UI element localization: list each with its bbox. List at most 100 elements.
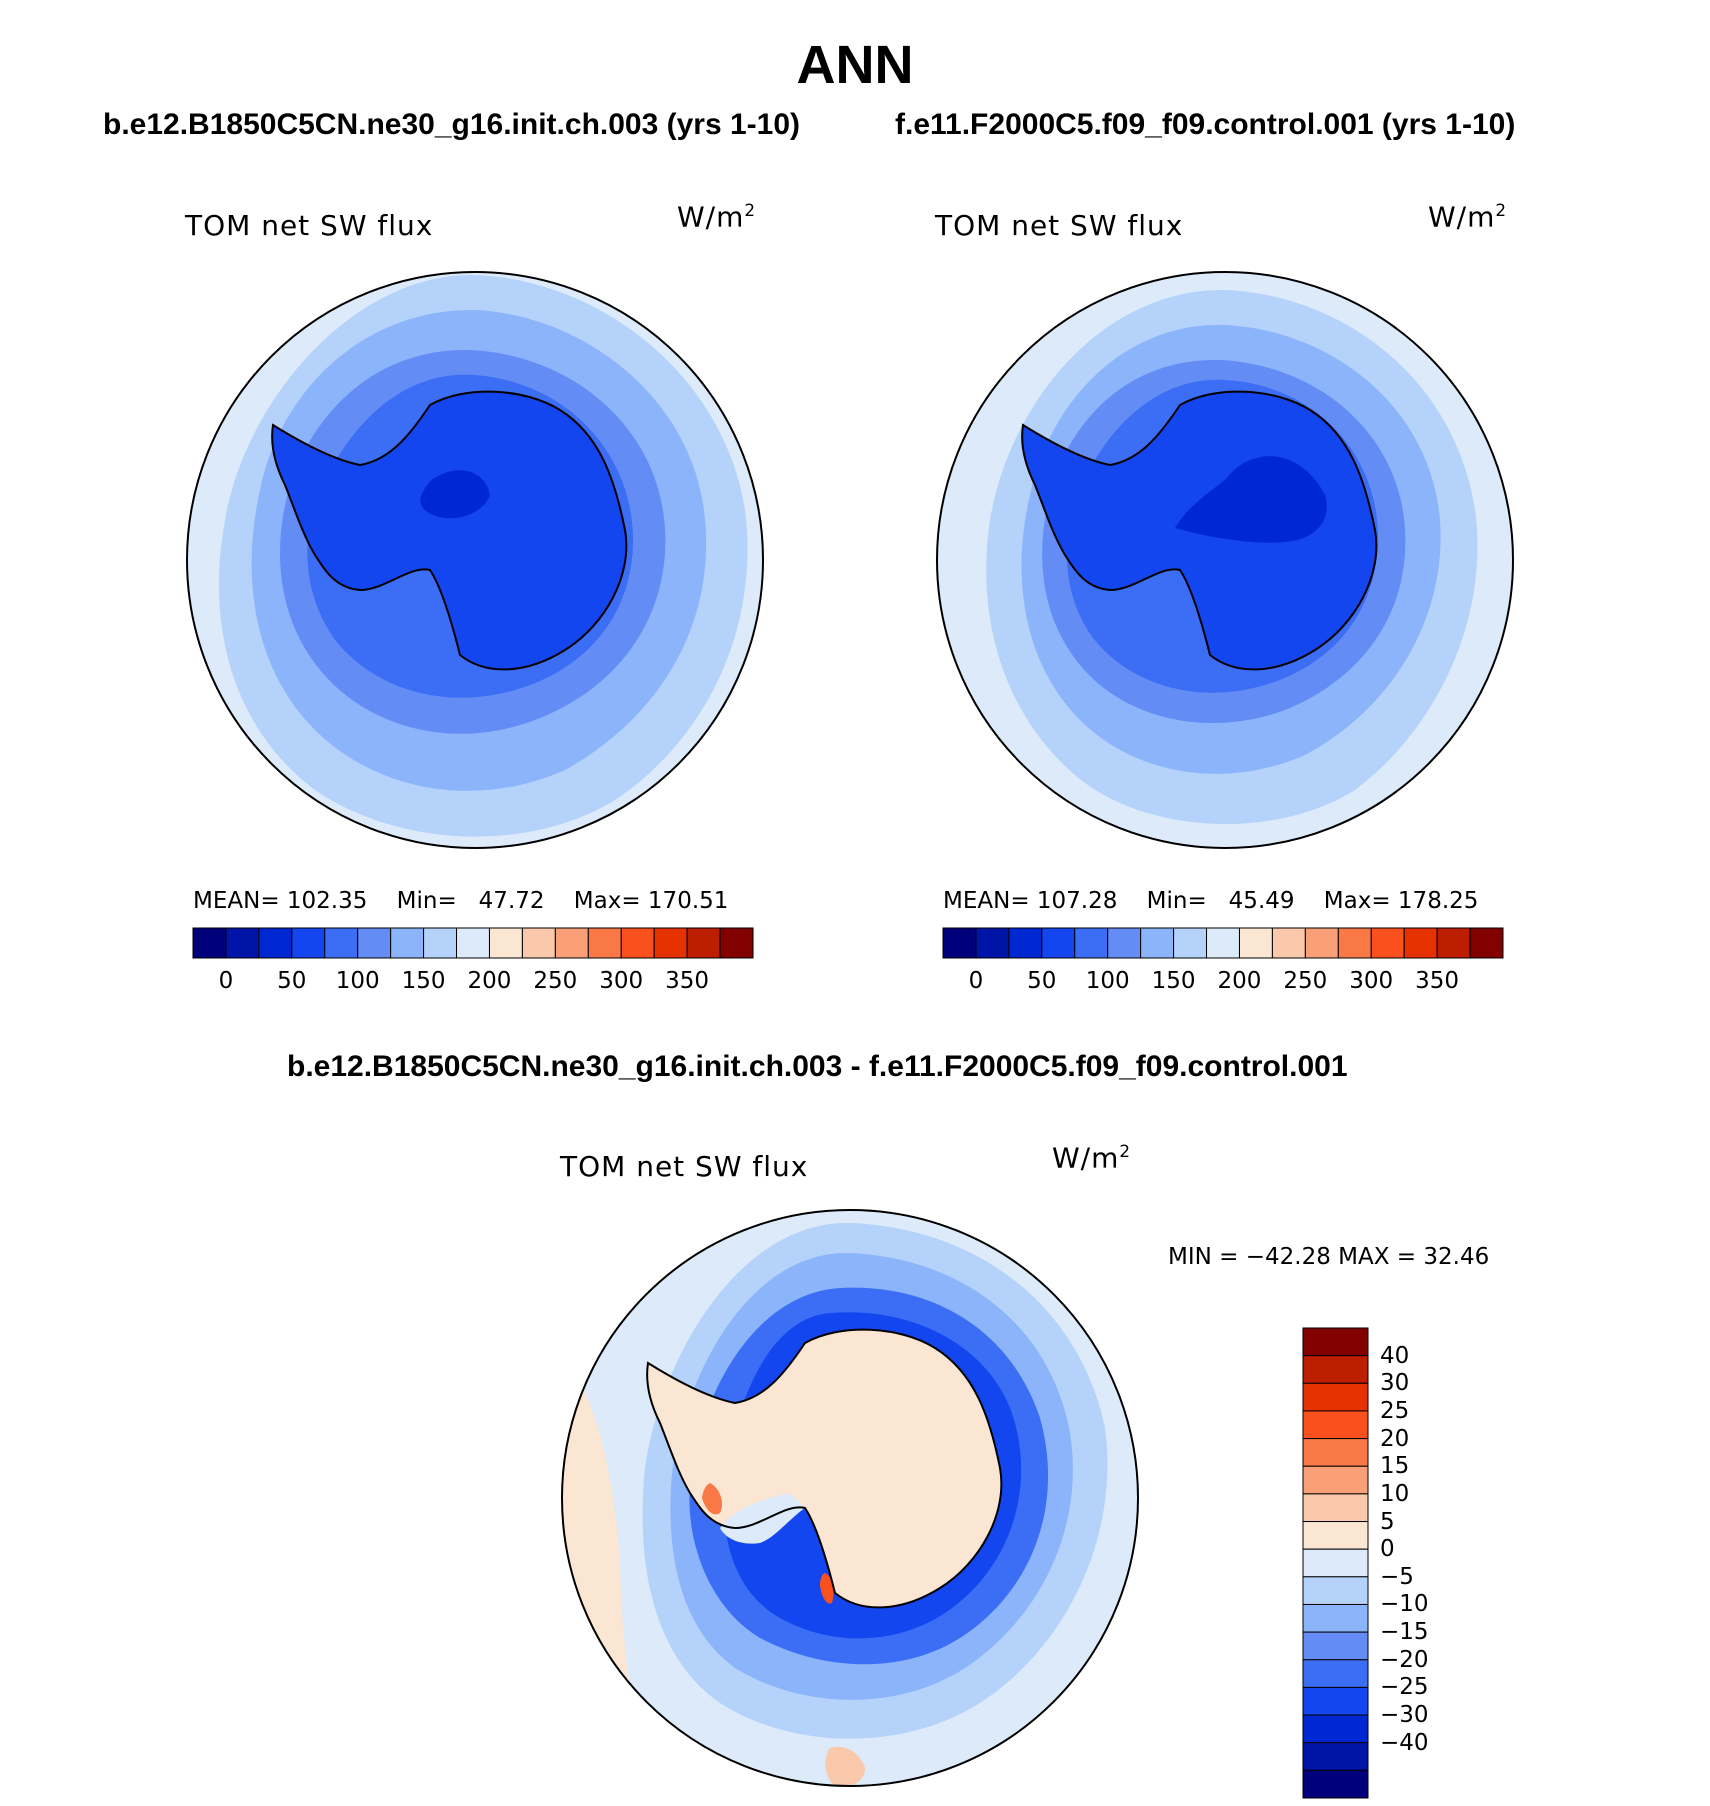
difference-peninsula-positive: [702, 1483, 722, 1515]
difference-south-positive: [825, 1746, 865, 1786]
panel-1-max: 170.51: [647, 888, 729, 914]
panel-1-interior-minimum: [420, 470, 490, 519]
colorbar-tick-label: 100: [335, 968, 380, 994]
panel-2-min: 45.49: [1228, 888, 1295, 914]
difference-units-label: W/m2: [1052, 1141, 1132, 1175]
difference-minmax: MIN = −42.28 MAX = 32.46: [1168, 1244, 1490, 1270]
colorbar-tick-label: 50: [1027, 968, 1057, 994]
panel-2-mean: 107.28: [1036, 888, 1118, 914]
colorbar-swatch: [942, 927, 977, 959]
colorbar-swatch: [1302, 1769, 1369, 1799]
colorbar-tick-label: 15: [1380, 1453, 1410, 1480]
colorbar-tick-label: 20: [1380, 1425, 1410, 1452]
colorbar-swatch: [1302, 1355, 1369, 1384]
colorbar-tick-label: 40: [1380, 1342, 1410, 1369]
colorbar-swatch: [1008, 927, 1043, 959]
difference-colorbar-ticks: 40 30 25 20 15 10 5 0 −5 −10 −15 −20 −25 −30 −40: [1380, 1328, 1490, 1798]
colorbar-tick-label: 150: [401, 968, 446, 994]
panel-1-variable-label: TOM net SW flux: [185, 209, 434, 242]
difference-title: b.e12.B1850C5CN.ne30_g16.init.ch.003 - f…: [287, 1050, 1348, 1083]
difference-colorbar: [1302, 1327, 1369, 1799]
colorbar-swatch: [1302, 1521, 1369, 1550]
panel-2-colorbar-ticks: 0 50 100 150 200 250 300 350: [943, 968, 1503, 998]
colorbar-swatch: [1302, 1742, 1369, 1771]
colorbar-swatch: [192, 927, 227, 959]
colorbar-swatch: [456, 927, 490, 959]
colorbar-swatch: [587, 927, 622, 959]
difference-coastline: [646, 1328, 1003, 1609]
difference-variable-label: TOM net SW flux: [560, 1150, 809, 1183]
colorbar-tick-label: −30: [1380, 1702, 1429, 1729]
colorbar-swatch: [324, 927, 359, 959]
colorbar-swatch: [1173, 927, 1208, 959]
colorbar-tick-label: 5: [1380, 1508, 1395, 1535]
colorbar-swatch: [1403, 927, 1438, 959]
colorbar-swatch: [1238, 927, 1273, 959]
colorbar-swatch: [1302, 1659, 1369, 1688]
colorbar-swatch: [1302, 1327, 1369, 1357]
colorbar-swatch: [554, 927, 589, 959]
colorbar-swatch: [1271, 927, 1306, 959]
panel-2-colorbar: [942, 927, 1504, 959]
colorbar-swatch: [1107, 927, 1142, 959]
colorbar-swatch: [390, 927, 425, 959]
panel-1-colorbar: [192, 927, 754, 959]
colorbar-tick-label: 300: [599, 968, 644, 994]
colorbar-swatch: [1436, 927, 1471, 959]
colorbar-swatch: [1206, 927, 1240, 959]
panel-1-coastline: [271, 390, 628, 671]
colorbar-swatch: [1074, 927, 1109, 959]
colorbar-swatch: [1041, 927, 1076, 959]
page-title: ANN: [796, 35, 914, 95]
panel-1-polar-map: [186, 271, 764, 849]
colorbar-swatch: [1302, 1465, 1369, 1495]
colorbar-tick-label: 300: [1349, 968, 1394, 994]
panel-2-max: 178.25: [1397, 888, 1479, 914]
colorbar-tick-label: −40: [1380, 1729, 1429, 1756]
colorbar-swatch: [1302, 1603, 1369, 1633]
colorbar-tick-label: 10: [1380, 1480, 1410, 1507]
panel-1-antarctica-fill: [272, 391, 627, 670]
panel-1-map-border: [186, 271, 764, 849]
colorbar-tick-label: −15: [1380, 1619, 1429, 1646]
colorbar-swatch: [1302, 1438, 1369, 1467]
colorbar-swatch: [686, 927, 721, 959]
panel-2-units-label: W/m2: [1428, 200, 1508, 234]
colorbar-swatch: [719, 927, 754, 959]
colorbar-swatch: [258, 927, 293, 959]
colorbar-tick-label: −5: [1380, 1563, 1414, 1590]
panel-2-polar-map: [936, 271, 1514, 849]
colorbar-swatch: [653, 927, 688, 959]
colorbar-swatch: [1370, 927, 1405, 959]
colorbar-swatch: [975, 927, 1010, 959]
colorbar-tick-label: 50: [277, 968, 307, 994]
colorbar-tick-label: 200: [1217, 968, 1262, 994]
difference-antarctica-fill: [647, 1329, 1002, 1608]
colorbar-swatch: [357, 927, 392, 959]
panel-1-mean: 102.35: [286, 888, 368, 914]
colorbar-tick-label: 200: [467, 968, 512, 994]
colorbar-tick-label: −10: [1380, 1591, 1429, 1618]
colorbar-tick-label: −25: [1380, 1674, 1429, 1701]
difference-map-border: [561, 1209, 1139, 1787]
panel-2-variable-label: TOM net SW flux: [935, 209, 1184, 242]
panel-2-stats: MEAN= 107.28 Min= 45.49 Max= 178.25: [943, 888, 1479, 914]
panel-1-case-title: b.e12.B1850C5CN.ne30_g16.init.ch.003 (yr…: [103, 108, 801, 141]
panel-1-min: 47.72: [478, 888, 545, 914]
panel-1-units-label: W/m2: [677, 200, 757, 234]
colorbar-tick-label: 350: [1415, 968, 1460, 994]
colorbar-swatch: [521, 927, 556, 959]
panel-2-interior-minimum: [1175, 456, 1327, 543]
colorbar-tick-label: −20: [1380, 1646, 1429, 1673]
colorbar-swatch: [1469, 927, 1504, 959]
colorbar-tick-label: 250: [1283, 968, 1328, 994]
colorbar-swatch: [1304, 927, 1339, 959]
colorbar-swatch: [225, 927, 260, 959]
colorbar-swatch: [1140, 927, 1175, 959]
colorbar-tick-label: 250: [533, 968, 578, 994]
colorbar-tick-label: 0: [968, 968, 984, 994]
colorbar-swatch: [1337, 927, 1372, 959]
colorbar-swatch: [291, 927, 326, 959]
colorbar-swatch: [1302, 1382, 1369, 1412]
panel-2-case-title: f.e11.F2000C5.f09_f09.control.001 (yrs 1…: [895, 108, 1516, 141]
